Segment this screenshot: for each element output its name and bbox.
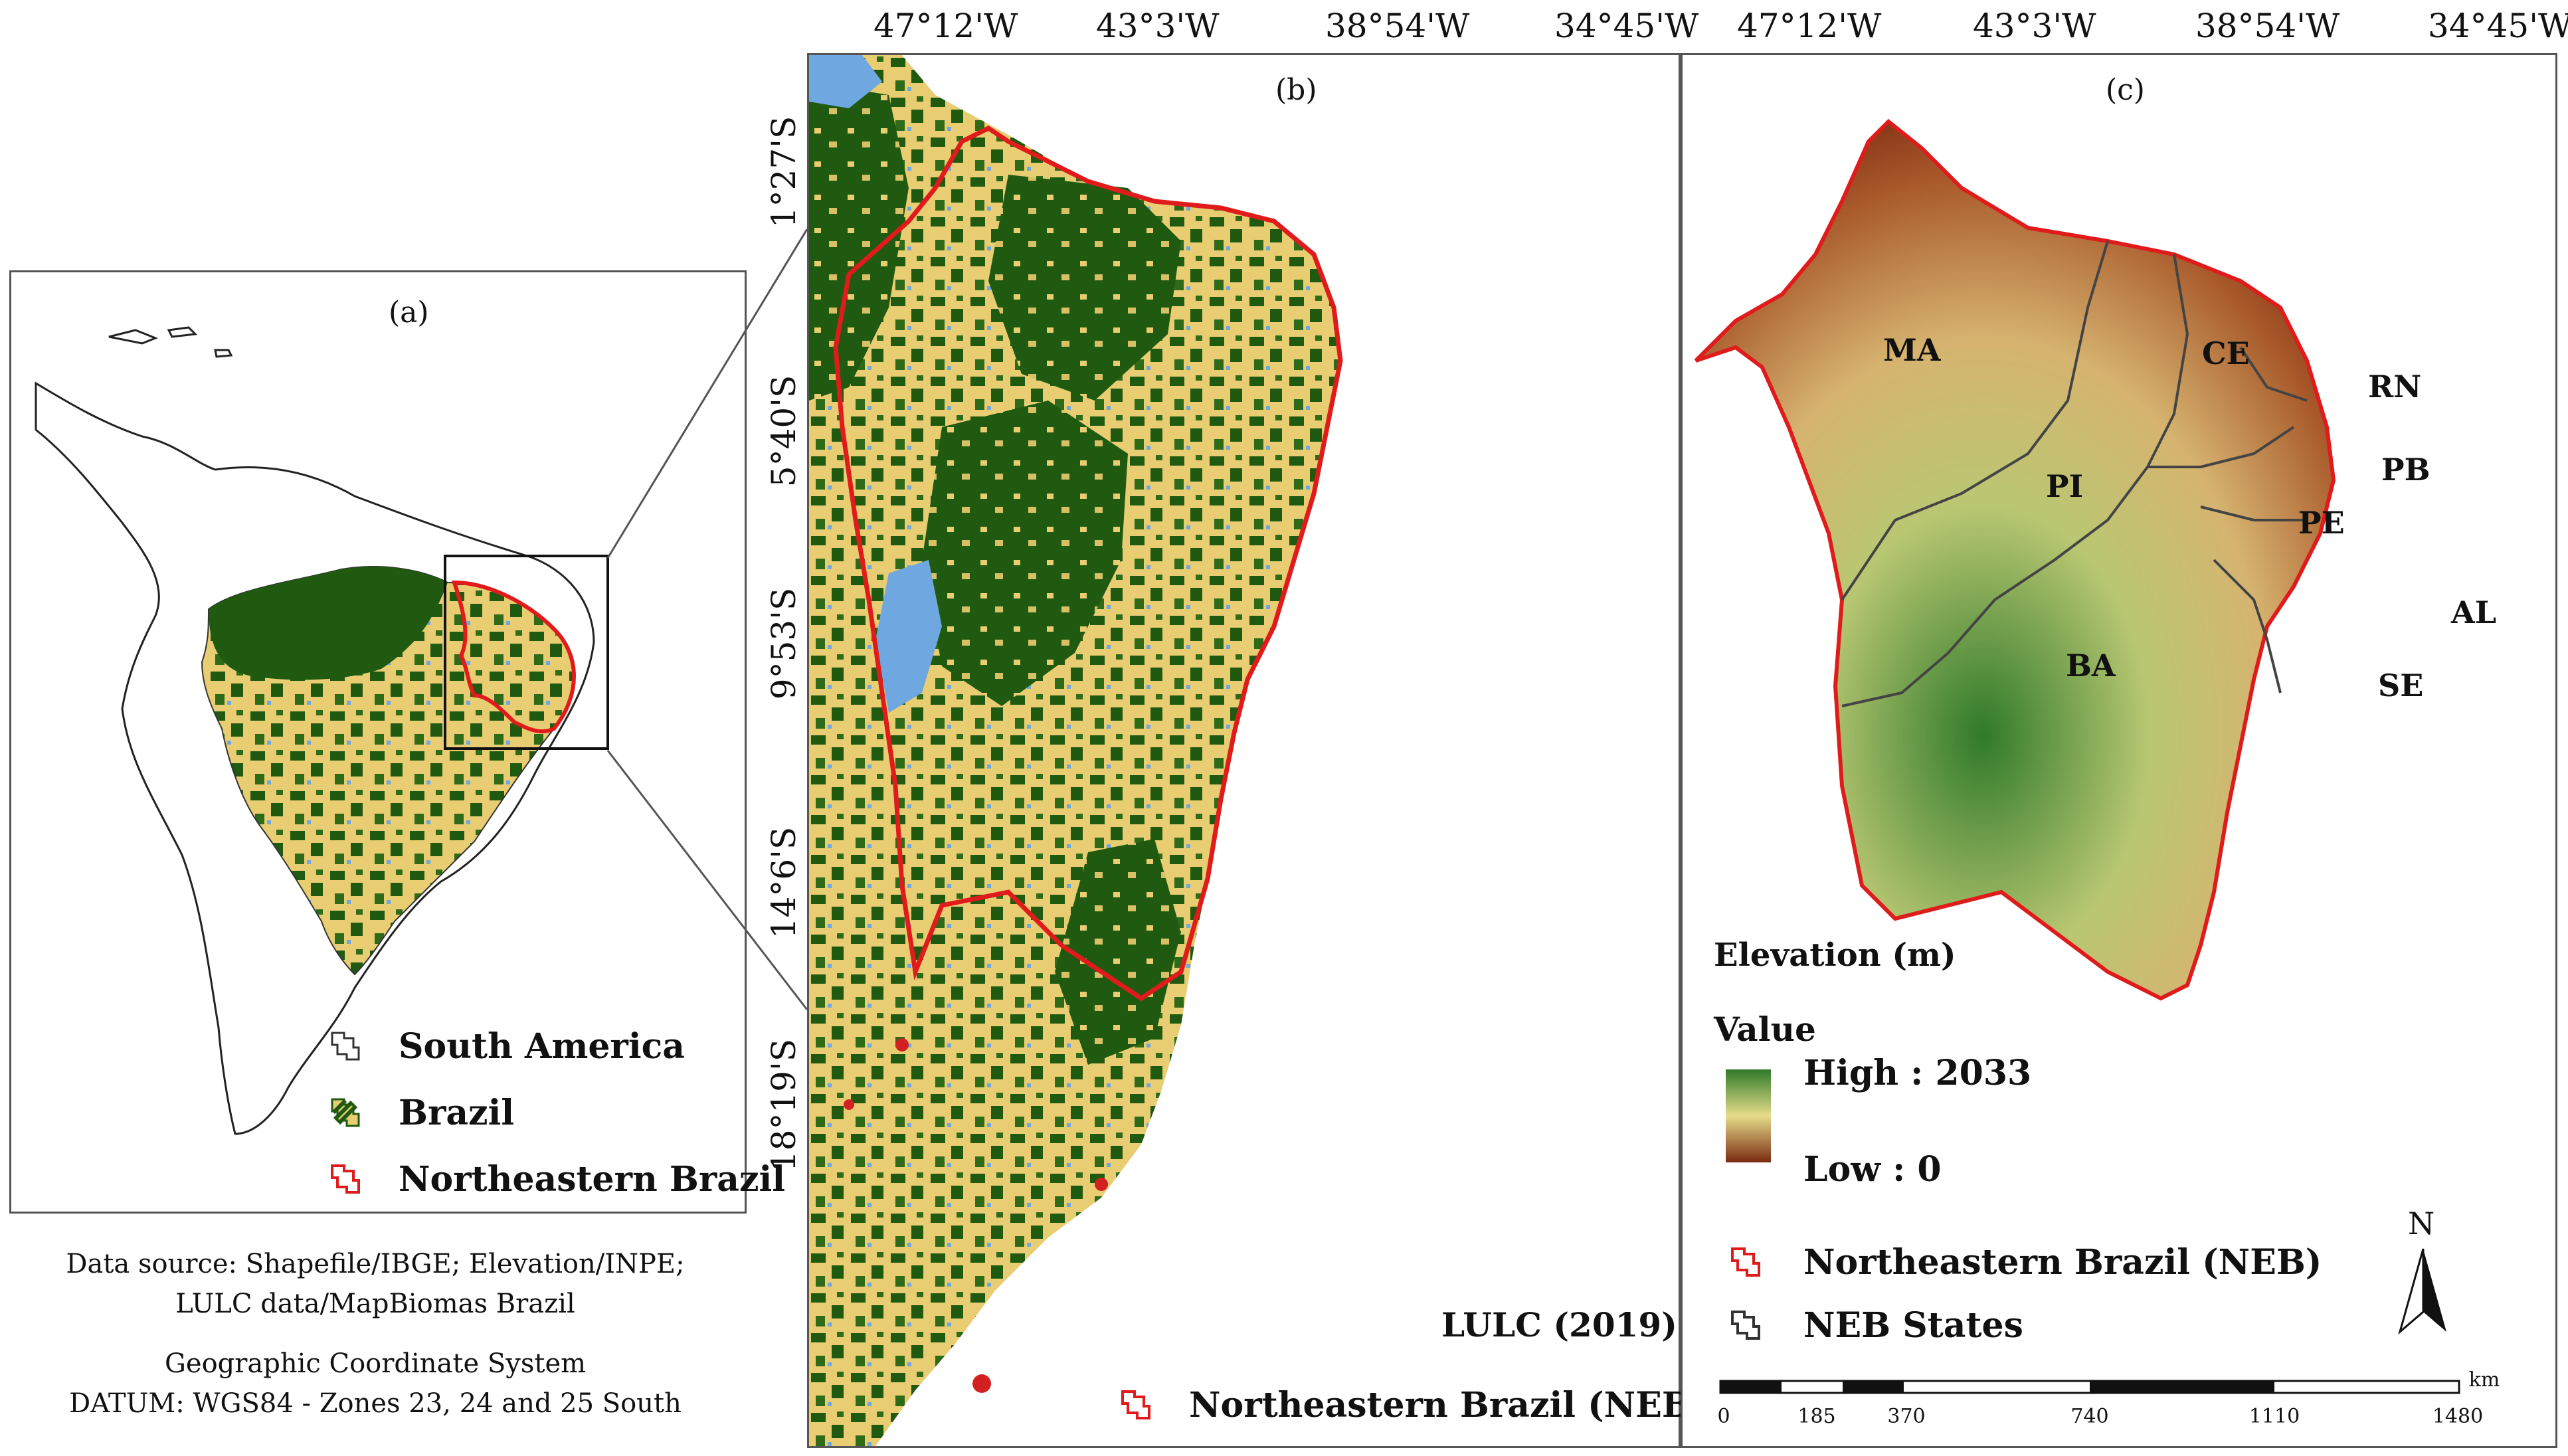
b-latitude-2: 5°40'S bbox=[765, 375, 803, 488]
b-longitude-2: 43°3'W bbox=[1096, 7, 1220, 45]
scale-tick-1480: 1480 bbox=[2432, 1405, 2484, 1428]
scale-tick-370: 370 bbox=[1887, 1405, 1926, 1428]
legend-brazil-icon bbox=[331, 1098, 360, 1127]
c-longitude-1: 47°12'W bbox=[1737, 7, 1882, 45]
legend-south-america-label: South America bbox=[399, 1026, 685, 1067]
panel-a-label: (a) bbox=[389, 296, 429, 329]
crs-note-line2: DATUM: WGS84 - Zones 23, 24 and 25 South bbox=[69, 1388, 682, 1419]
b-latitude-4: 14°6'S bbox=[765, 826, 803, 939]
south-america-map bbox=[35, 326, 609, 1135]
scale-tick-185: 185 bbox=[1797, 1405, 1836, 1428]
elevation-value-label: Value bbox=[1714, 1010, 1816, 1049]
scale-bar bbox=[1719, 1380, 2460, 1394]
lulc-title: LULC (2019) bbox=[1441, 1305, 1677, 1344]
state-label-rn: RN bbox=[2368, 369, 2422, 405]
crs-note-line1: Geographic Coordinate System bbox=[164, 1348, 587, 1379]
scale-tick-1110: 1110 bbox=[2248, 1405, 2300, 1428]
b-latitude-5: 18°19'S bbox=[765, 1038, 803, 1172]
b-longitude-1: 47°12'W bbox=[873, 7, 1018, 45]
b-latitude-1: 1°27'S bbox=[765, 116, 803, 228]
elevation-high-label: High : 2033 bbox=[1803, 1053, 2032, 1093]
state-label-ma: MA bbox=[1883, 332, 1941, 368]
elevation-legend-title: Elevation (m) bbox=[1714, 937, 1956, 974]
b-longitude-3: 38°54'W bbox=[1325, 7, 1470, 45]
elevation-map bbox=[1694, 118, 2336, 1001]
north-arrow-label: N bbox=[2408, 1206, 2435, 1241]
legend-neb-icon-a bbox=[331, 1164, 360, 1194]
c-longitude-4: 34°45'W bbox=[2428, 7, 2568, 45]
scale-tick-0: 0 bbox=[1717, 1405, 1730, 1428]
scale-tick-740: 740 bbox=[2070, 1405, 2109, 1428]
b-latitude-3: 9°53'S bbox=[765, 587, 803, 700]
state-label-ce: CE bbox=[2202, 335, 2250, 371]
legend-brazil-label: Brazil bbox=[399, 1093, 515, 1133]
state-label-se: SE bbox=[2378, 668, 2424, 703]
data-source-note-line2: LULC data/MapBiomas Brazil bbox=[175, 1289, 575, 1319]
elevation-color-ramp bbox=[1726, 1069, 1771, 1162]
legend-neb-icon-c bbox=[1731, 1247, 1760, 1277]
state-label-al: AL bbox=[2451, 594, 2497, 630]
panel-b-label: (b) bbox=[1275, 73, 1317, 107]
scale-unit: km bbox=[2468, 1368, 2500, 1392]
state-label-ba: BA bbox=[2066, 648, 2116, 683]
c-longitude-3: 38°54'W bbox=[2195, 7, 2340, 45]
lulc-map bbox=[809, 55, 1343, 1446]
legend-neb-label-a: Northeastern Brazil bbox=[399, 1159, 785, 1200]
legend-south-america-icon bbox=[331, 1032, 360, 1061]
legend-states-icon bbox=[1731, 1311, 1760, 1340]
legend-neb-label-b: Northeastern Brazil (NEB) bbox=[1189, 1385, 1708, 1425]
north-arrow-icon bbox=[2398, 1248, 2446, 1335]
b-longitude-4: 34°45'W bbox=[1554, 7, 1699, 45]
data-source-note-line1: Data source: Shapefile/IBGE; Elevation/I… bbox=[66, 1249, 685, 1279]
panel-c-label: (c) bbox=[2106, 73, 2145, 107]
c-longitude-2: 43°3'W bbox=[1973, 7, 2096, 45]
legend-neb-icon-b bbox=[1121, 1390, 1150, 1419]
elevation-low-label: Low : 0 bbox=[1803, 1149, 1942, 1190]
state-label-pb: PB bbox=[2381, 452, 2430, 488]
state-label-pe: PE bbox=[2298, 505, 2345, 541]
legend-neb-label-c: Northeastern Brazil (NEB) bbox=[1803, 1242, 2322, 1283]
state-label-pi: PI bbox=[2046, 468, 2084, 504]
legend-states-label: NEB States bbox=[1803, 1305, 2023, 1346]
